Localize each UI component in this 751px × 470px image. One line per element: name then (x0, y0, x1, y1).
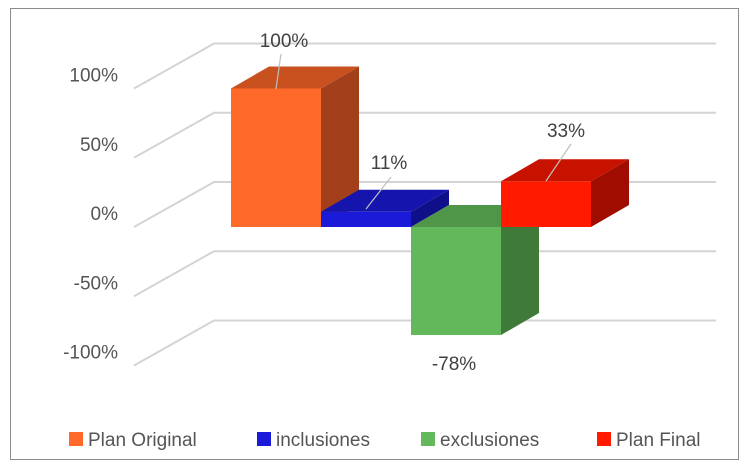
y-tick-label: 100% (69, 66, 118, 87)
bar-front-face (231, 88, 321, 227)
y-tick-label: 0% (91, 204, 119, 225)
bar-side-face (501, 205, 539, 336)
legend-swatch (69, 432, 83, 446)
legend-swatch (597, 432, 611, 446)
gridline (133, 319, 716, 367)
bar-inclusiones (321, 189, 449, 227)
legend: Plan Original inclusiones exclusiones Plan … (69, 430, 701, 451)
bar-top-face (231, 66, 359, 89)
bar-top-face (321, 189, 449, 212)
legend-item: inclusiones (257, 430, 370, 451)
data-label: 100% (260, 31, 309, 52)
legend-item: exclusiones (421, 430, 539, 451)
leader-line (275, 53, 282, 90)
bar-plan-original (231, 66, 359, 227)
chart-frame: 100% 50% 0% -50% -100% 100% 11% -78% 33% Plan O… (10, 8, 739, 460)
gridline (133, 250, 716, 298)
legend-label: Plan Original (88, 430, 197, 451)
leader-line (365, 176, 392, 210)
grid-layer (133, 42, 716, 367)
y-tick-label: -100% (63, 343, 118, 364)
chart-svg: 100% 50% 0% -50% -100% 100% 11% -78% 33% Plan O… (63, 31, 716, 451)
bar-top-face (501, 159, 629, 182)
legend-label: exclusiones (440, 430, 539, 451)
gridline (133, 42, 716, 90)
data-label-layer: 100% 11% -78% 33% (260, 31, 585, 375)
bar-plan-final (501, 159, 629, 227)
legend-label: inclusiones (276, 430, 370, 451)
data-label: -78% (432, 354, 476, 375)
bar-front-face (411, 227, 501, 336)
y-axis-ticks: 100% 50% 0% -50% -100% (63, 66, 118, 364)
legend-item: Plan Original (69, 430, 197, 451)
bar-side-face (591, 159, 629, 227)
bar-front-face (321, 211, 411, 227)
leader-line (545, 143, 572, 182)
legend-label: Plan Final (616, 430, 701, 451)
gridline (133, 111, 716, 159)
bar-side-face (411, 189, 449, 227)
y-tick-label: 50% (80, 135, 118, 156)
legend-item: Plan Final (597, 430, 701, 451)
bar-layer (231, 66, 629, 336)
legend-swatch (421, 432, 435, 446)
data-label: 33% (547, 121, 585, 142)
data-label: 11% (371, 153, 408, 174)
legend-swatch (257, 432, 271, 446)
bar-side-face (321, 66, 359, 227)
bar-front-face (501, 181, 591, 227)
y-tick-label: -50% (74, 273, 118, 294)
